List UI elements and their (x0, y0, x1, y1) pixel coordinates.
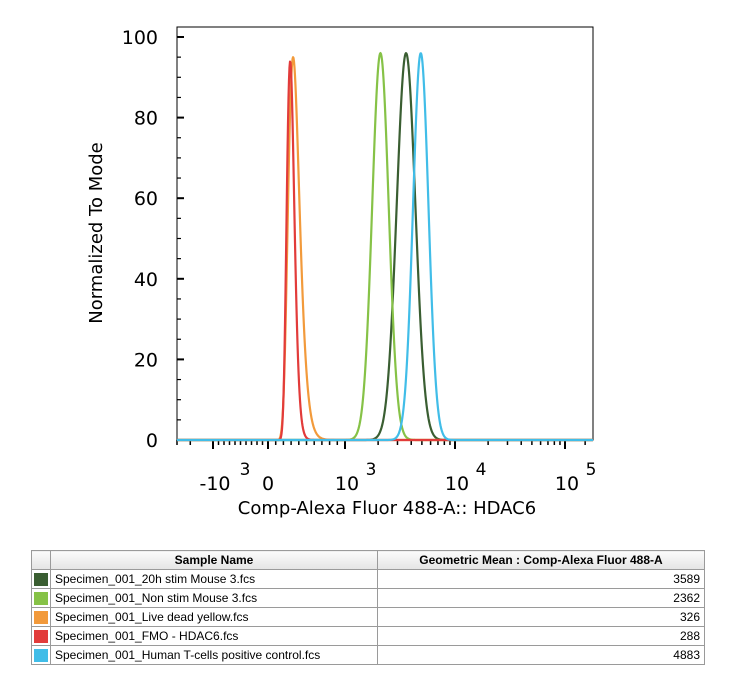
sample-name-cell: Specimen_001_Human T-cells positive cont… (50, 645, 378, 665)
legend-swatch (34, 591, 48, 605)
y-tick-label: 0 (146, 430, 158, 452)
legend-swatch-cell (31, 588, 51, 608)
x-tick-label: 10 (335, 473, 359, 495)
x-tick-exponent: 3 (366, 460, 377, 480)
legend-swatch (34, 648, 48, 662)
geometric-mean-cell: 3589 (377, 569, 705, 589)
table-row[interactable]: Specimen_001_Human T-cells positive cont… (31, 645, 705, 665)
legend-swatch (34, 610, 48, 624)
x-tick-label: 10 (555, 473, 579, 495)
legend-swatch-cell (31, 645, 51, 665)
sample-name-cell: Specimen_001_20h stim Mouse 3.fcs (50, 569, 378, 589)
y-tick-label: 60 (134, 188, 158, 210)
histogram-curve-2 (176, 52, 594, 442)
x-tick-label: -10 (199, 473, 230, 495)
sample-name-cell: Specimen_001_FMO - HDAC6.fcs (50, 626, 378, 646)
y-axis-title: Normalized To Mode (86, 142, 107, 324)
sample-name-cell: Specimen_001_Live dead yellow.fcs (50, 607, 378, 627)
legend-swatch-cell (31, 607, 51, 627)
y-axis: 0 20 40 60 80 100 (122, 27, 184, 452)
legend-swatch-cell (31, 569, 51, 589)
geometric-mean-cell: 288 (377, 626, 705, 646)
legend-swatch (34, 572, 48, 586)
y-tick-label: 80 (134, 108, 158, 130)
geometric-mean-cell: 4883 (377, 645, 705, 665)
y-tick-label: 20 (134, 349, 158, 371)
table-header-row: Sample Name Geometric Mean : Comp-Alexa … (31, 550, 705, 570)
x-tick-exponent: 3 (240, 460, 251, 480)
y-tick-label: 100 (122, 27, 158, 49)
x-tick-label: 0 (262, 473, 274, 495)
statistics-table: Sample Name Geometric Mean : Comp-Alexa … (31, 550, 705, 665)
geometric-mean-cell: 326 (377, 607, 705, 627)
table-row[interactable]: Specimen_001_Non stim Mouse 3.fcs 2362 (31, 588, 705, 608)
header-geometric-mean[interactable]: Geometric Mean : Comp-Alexa Fluor 488-A (377, 550, 705, 570)
y-tick-label: 40 (134, 269, 158, 291)
table-row[interactable]: Specimen_001_FMO - HDAC6.fcs 288 (31, 626, 705, 646)
header-swatch[interactable] (31, 550, 51, 570)
table-row[interactable]: Specimen_001_20h stim Mouse 3.fcs 3589 (31, 569, 705, 589)
x-axis-title: Comp-Alexa Fluor 488-A:: HDAC6 (238, 498, 536, 519)
histogram-series (176, 52, 594, 442)
histogram-curve-5 (176, 52, 594, 442)
table-row[interactable]: Specimen_001_Live dead yellow.fcs 326 (31, 607, 705, 627)
header-sample-name[interactable]: Sample Name (50, 550, 378, 570)
x-tick-exponent: 5 (586, 460, 597, 480)
x-tick-exponent: 4 (476, 460, 487, 480)
x-tick-label: 10 (445, 473, 469, 495)
geometric-mean-cell: 2362 (377, 588, 705, 608)
legend-swatch (34, 629, 48, 643)
sample-name-cell: Specimen_001_Non stim Mouse 3.fcs (50, 588, 378, 608)
legend-swatch-cell (31, 626, 51, 646)
